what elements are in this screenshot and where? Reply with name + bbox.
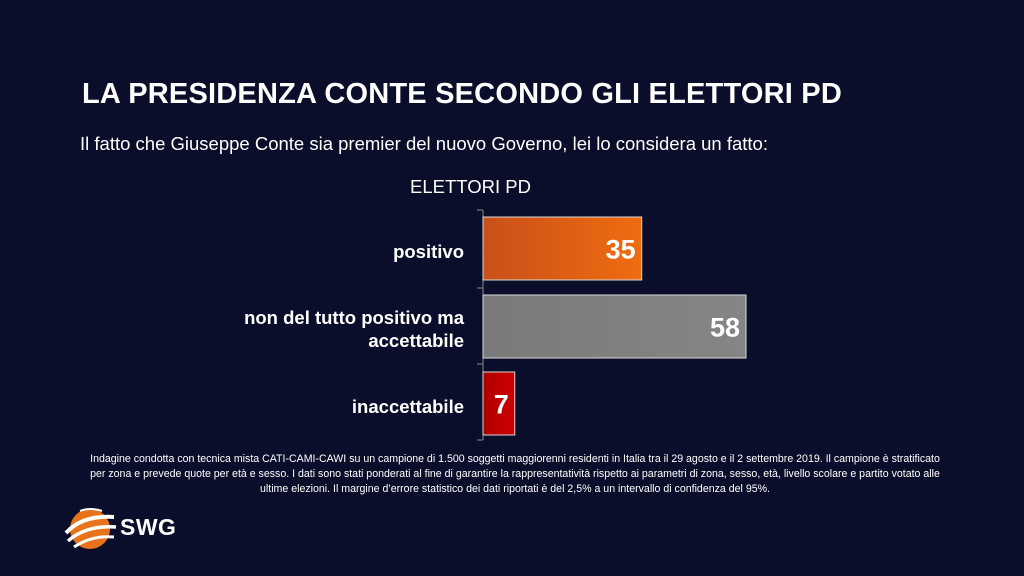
- bar-positivo: [482, 216, 643, 281]
- category-label-accettabile-line1: non del tutto positivo ma: [244, 307, 464, 328]
- brand-name: SWG: [120, 514, 177, 540]
- swg-globe-logo-icon: [64, 508, 117, 549]
- category-label-accettabile-line2: accettabile: [368, 330, 464, 351]
- data-label-positivo: 35: [606, 235, 636, 265]
- bar-inaccettabile: [482, 371, 516, 436]
- survey-question: Il fatto che Giuseppe Conte sia premier …: [80, 133, 768, 154]
- data-label-inaccettabile: 7: [494, 390, 509, 420]
- category-label-inaccettabile: inaccettabile: [351, 396, 464, 417]
- data-label-accettabile: 58: [710, 313, 740, 343]
- category-label-accettabile: non del tutto positivo ma accettabile: [244, 306, 464, 352]
- chart-title: ELETTORI PD: [410, 176, 531, 197]
- methodology-footnote: Indagine condotta con tecnica mista CATI…: [90, 453, 940, 495]
- category-label-positivo: positivo: [393, 241, 464, 262]
- page-title: LA PRESIDENZA CONTE SECONDO GLI ELETTORI…: [82, 78, 842, 110]
- bar-accettabile: [482, 294, 747, 359]
